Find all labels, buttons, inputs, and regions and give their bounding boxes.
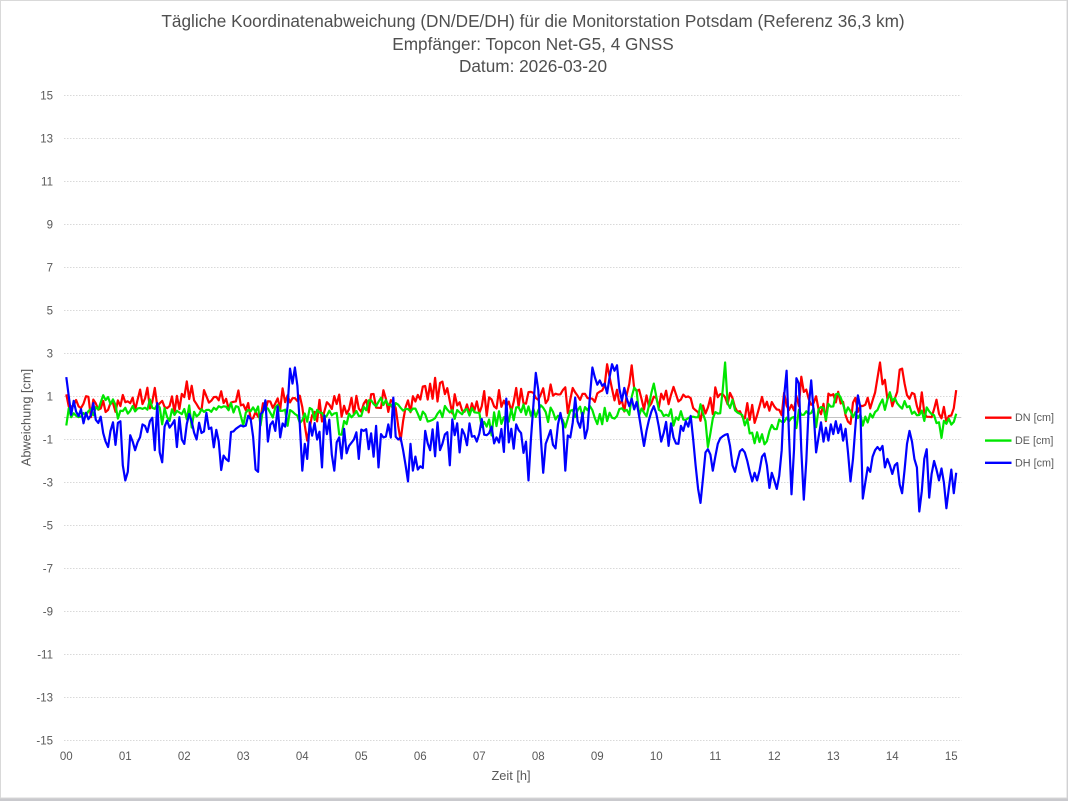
svg-text:03: 03: [237, 751, 250, 763]
svg-text:Datum: 2026-03-20: Datum: 2026-03-20: [459, 56, 607, 76]
svg-text:15: 15: [40, 91, 53, 103]
svg-text:-9: -9: [43, 607, 53, 619]
svg-text:-15: -15: [36, 736, 53, 748]
svg-text:DN [cm]: DN [cm]: [1015, 412, 1054, 424]
svg-text:Tägliche Koordinatenabweichung: Tägliche Koordinatenabweichung (DN/DE/DH…: [161, 11, 904, 31]
svg-text:13: 13: [40, 134, 53, 146]
svg-text:Empfänger: Topcon Net-G5, 4 GN: Empfänger: Topcon Net-G5, 4 GNSS: [392, 34, 674, 54]
svg-text:-5: -5: [43, 521, 53, 533]
svg-text:-7: -7: [43, 564, 53, 576]
svg-text:15: 15: [945, 751, 958, 763]
svg-text:06: 06: [414, 751, 427, 763]
svg-text:3: 3: [47, 349, 53, 361]
svg-text:Abweichung [cm]: Abweichung [cm]: [19, 369, 34, 466]
svg-text:7: 7: [47, 263, 53, 275]
svg-text:-3: -3: [43, 478, 53, 490]
svg-text:-11: -11: [37, 650, 53, 662]
svg-text:02: 02: [178, 751, 191, 763]
svg-text:5: 5: [47, 306, 53, 318]
svg-text:11: 11: [709, 751, 721, 763]
svg-text:01: 01: [119, 751, 132, 763]
svg-text:00: 00: [60, 751, 73, 763]
svg-text:10: 10: [650, 751, 663, 763]
svg-text:9: 9: [47, 220, 53, 232]
svg-text:04: 04: [296, 751, 309, 763]
svg-text:08: 08: [532, 751, 545, 763]
svg-text:07: 07: [473, 751, 486, 763]
svg-text:Zeit [h]: Zeit [h]: [491, 768, 530, 783]
svg-text:1: 1: [47, 392, 53, 404]
svg-text:14: 14: [886, 751, 899, 763]
svg-text:-13: -13: [36, 693, 53, 705]
svg-text:13: 13: [827, 751, 840, 763]
svg-text:05: 05: [355, 751, 368, 763]
svg-text:DE [cm]: DE [cm]: [1015, 435, 1053, 447]
svg-text:09: 09: [591, 751, 604, 763]
svg-text:11: 11: [41, 177, 53, 189]
svg-text:DH [cm]: DH [cm]: [1015, 457, 1054, 469]
svg-text:12: 12: [768, 751, 781, 763]
svg-text:-1: -1: [43, 435, 53, 447]
